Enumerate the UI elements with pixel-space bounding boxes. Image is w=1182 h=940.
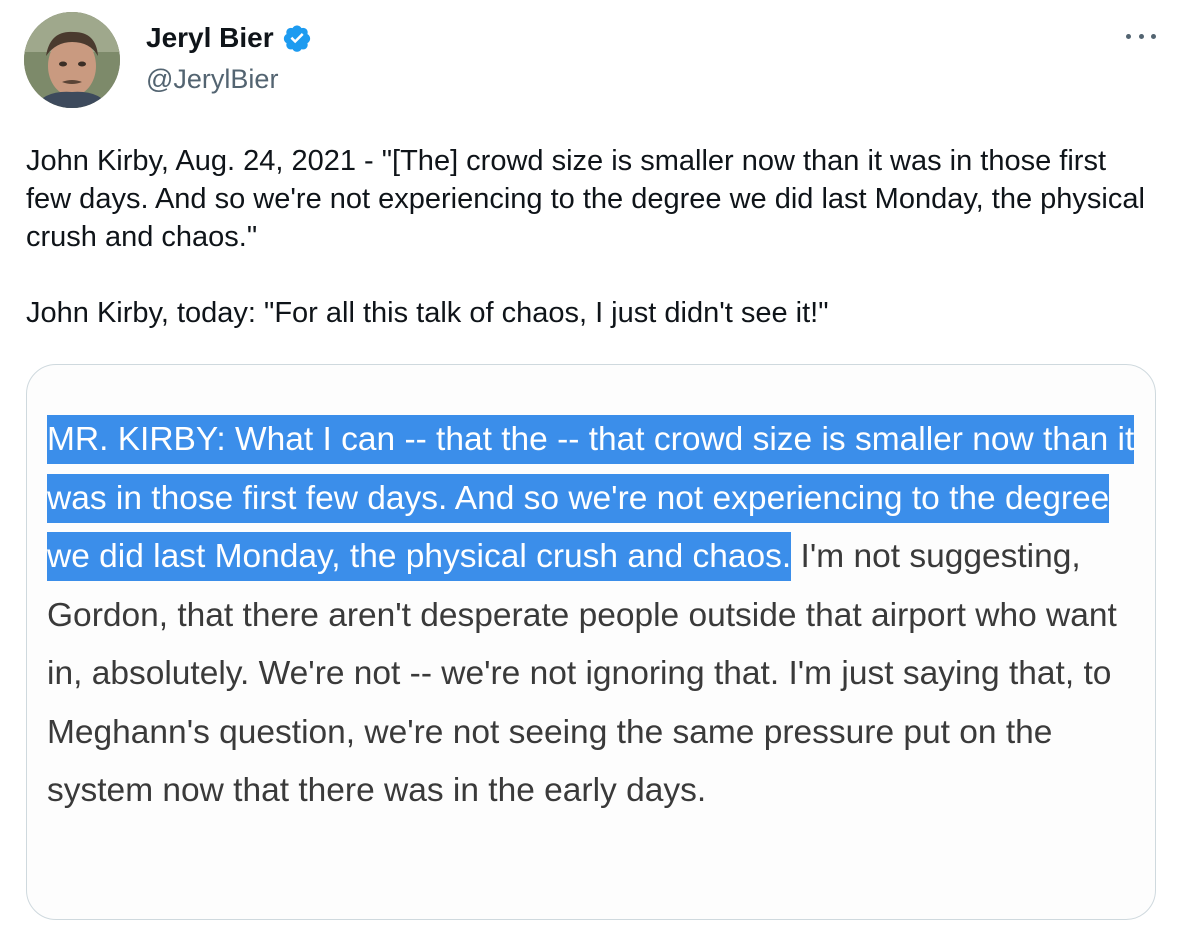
author-name-row: Jeryl Bier xyxy=(146,20,312,56)
author-handle[interactable]: @JerylBier xyxy=(146,64,279,94)
verified-badge-icon[interactable] xyxy=(282,23,312,53)
avatar-image xyxy=(24,12,120,108)
transcript-rest-text: I'm not suggesting, Gordon, that there a… xyxy=(47,538,1117,809)
tweet-text: John Kirby, Aug. 24, 2021 - "[The] crowd… xyxy=(26,142,1156,332)
more-options-icon[interactable] xyxy=(1126,26,1156,46)
tweet-paragraph-2: John Kirby, today: "For all this talk of… xyxy=(26,297,829,329)
media-image-card[interactable]: MR. KIRBY: What I can -- that the -- tha… xyxy=(26,364,1156,920)
tweet-paragraph-1: John Kirby, Aug. 24, 2021 - "[The] crowd… xyxy=(26,145,1145,253)
author-display-name[interactable]: Jeryl Bier xyxy=(146,22,274,53)
avatar[interactable] xyxy=(24,12,120,108)
transcript-highlighted-text: MR. KIRBY: What I can -- that the -- tha… xyxy=(47,415,1135,581)
transcript-text: MR. KIRBY: What I can -- that the -- tha… xyxy=(47,411,1137,821)
